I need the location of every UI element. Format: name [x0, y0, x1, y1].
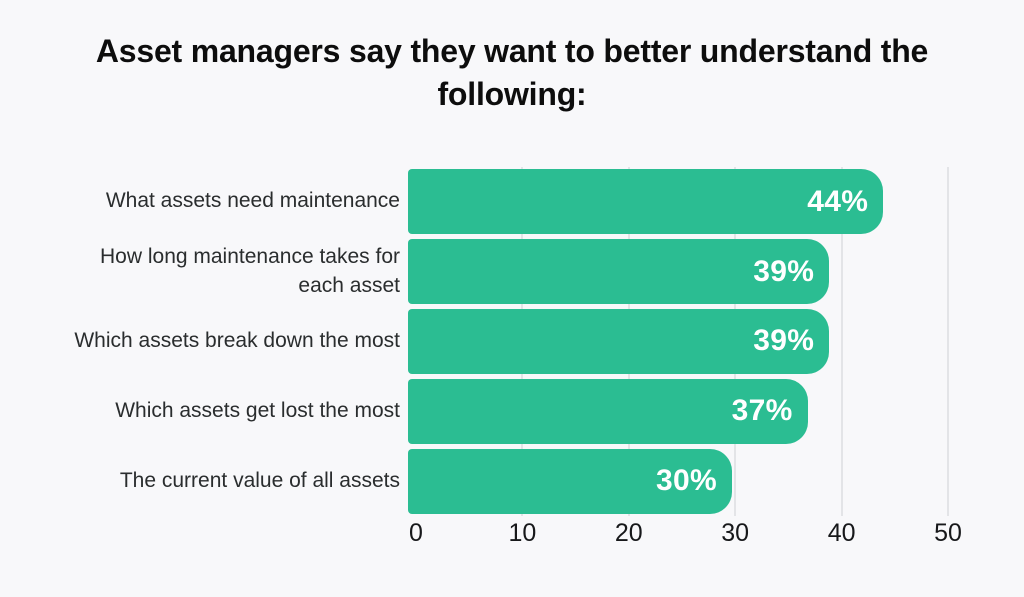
bar-track: 39% [408, 308, 948, 374]
x-tick-label: 30 [721, 519, 750, 547]
bar: 39% [408, 308, 830, 374]
bar-track: 30% [408, 448, 948, 514]
gridline [947, 167, 949, 516]
bar-row: The current value of all assets 30% [52, 446, 948, 516]
value-label: 30% [656, 464, 717, 498]
x-tick-label: 20 [614, 519, 643, 547]
x-tick-label: 40 [827, 519, 856, 547]
gridline [840, 167, 843, 516]
bar: 44% [408, 169, 884, 235]
x-tick-label: 50 [934, 519, 962, 547]
chart-title: Asset managers say they want to better u… [95, 33, 929, 113]
value-label: 39% [753, 324, 815, 358]
category-label: The current value of all assets [119, 468, 400, 492]
bar-row: What assets need maintenance 44% [52, 167, 948, 237]
bar-track: 37% [408, 378, 948, 444]
bar-rows: What assets need maintenance 44% How lon… [52, 167, 948, 516]
category-label: What assets need maintenance [105, 189, 400, 213]
bar-track: 39% [408, 239, 948, 305]
bar-row: How long maintenance takes for each asse… [52, 237, 948, 307]
bar: 30% [408, 448, 732, 514]
bar-track: 44% [408, 169, 948, 235]
bar-row: Which assets break down the most 39% [52, 307, 948, 377]
category-label: How long maintenance takes for each asse… [100, 244, 400, 297]
value-label: 39% [753, 254, 815, 288]
bar: 37% [408, 378, 808, 444]
category-label: Which assets get lost the most [115, 398, 400, 422]
x-tick-label: 10 [508, 519, 537, 547]
value-label: 37% [731, 394, 793, 428]
category-label: Which assets break down the most [74, 329, 400, 352]
bar-chart: What assets need maintenance 44% How lon… [52, 167, 949, 516]
bar: 39% [408, 239, 830, 305]
x-tick-label: 0 [409, 519, 423, 547]
value-label: 44% [807, 184, 869, 218]
x-axis: 0 10 20 30 40 50 [409, 519, 962, 551]
bar-row: Which assets get lost the most 37% [52, 376, 948, 446]
